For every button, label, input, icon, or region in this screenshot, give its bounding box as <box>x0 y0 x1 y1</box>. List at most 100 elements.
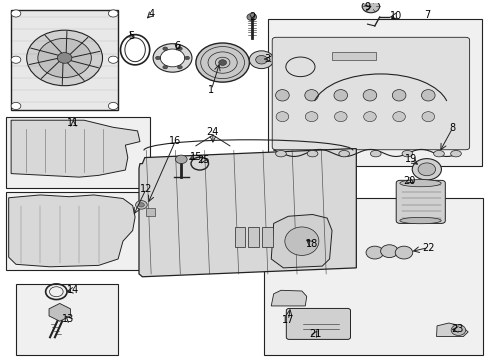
Ellipse shape <box>333 90 347 101</box>
Ellipse shape <box>399 217 440 224</box>
Polygon shape <box>139 149 356 277</box>
Text: 13: 13 <box>62 314 75 324</box>
Ellipse shape <box>399 180 440 187</box>
Text: 6: 6 <box>174 41 180 51</box>
Text: 15: 15 <box>189 152 202 162</box>
Text: 21: 21 <box>308 329 321 339</box>
Circle shape <box>450 325 465 336</box>
Circle shape <box>27 30 102 86</box>
Circle shape <box>163 66 167 69</box>
Ellipse shape <box>338 150 349 157</box>
FancyBboxPatch shape <box>272 37 468 150</box>
Ellipse shape <box>363 112 375 122</box>
Circle shape <box>163 47 167 50</box>
Circle shape <box>366 246 383 259</box>
Text: 24: 24 <box>206 127 219 136</box>
Circle shape <box>417 163 435 176</box>
Circle shape <box>177 47 182 50</box>
Circle shape <box>177 66 182 69</box>
Ellipse shape <box>370 150 380 157</box>
Circle shape <box>153 44 192 72</box>
Ellipse shape <box>305 112 317 122</box>
Ellipse shape <box>334 112 346 122</box>
Circle shape <box>138 203 144 207</box>
Circle shape <box>184 56 189 60</box>
Circle shape <box>218 60 226 66</box>
Text: 16: 16 <box>169 136 181 146</box>
Bar <box>6 117 149 188</box>
Bar <box>264 198 482 355</box>
Bar <box>267 19 481 166</box>
FancyBboxPatch shape <box>395 180 445 224</box>
Bar <box>145 208 154 216</box>
Circle shape <box>380 245 397 257</box>
Text: 14: 14 <box>67 285 80 295</box>
Text: 11: 11 <box>67 118 80 128</box>
Circle shape <box>57 53 72 63</box>
Ellipse shape <box>304 90 318 101</box>
Ellipse shape <box>276 112 288 122</box>
Polygon shape <box>9 195 135 267</box>
Text: 3: 3 <box>264 54 270 64</box>
Text: 10: 10 <box>389 11 402 21</box>
Bar <box>6 192 149 270</box>
Text: 1: 1 <box>208 85 214 95</box>
Text: 23: 23 <box>450 324 463 334</box>
Bar <box>248 227 259 247</box>
Text: 2: 2 <box>249 12 255 22</box>
Text: 20: 20 <box>403 176 415 186</box>
Polygon shape <box>271 290 306 306</box>
Text: 17: 17 <box>282 315 294 325</box>
Circle shape <box>160 49 184 67</box>
Ellipse shape <box>392 112 405 122</box>
Polygon shape <box>11 120 140 177</box>
Polygon shape <box>271 215 331 268</box>
Circle shape <box>411 159 441 180</box>
Ellipse shape <box>421 90 434 101</box>
Ellipse shape <box>275 90 288 101</box>
Circle shape <box>175 155 187 163</box>
Circle shape <box>255 55 267 64</box>
Circle shape <box>108 10 118 17</box>
Ellipse shape <box>306 150 317 157</box>
Bar <box>331 52 375 60</box>
FancyBboxPatch shape <box>286 309 350 339</box>
Ellipse shape <box>421 112 434 122</box>
Text: 12: 12 <box>140 184 152 194</box>
Circle shape <box>362 0 379 13</box>
Circle shape <box>135 201 147 209</box>
Text: 4: 4 <box>148 9 154 19</box>
Bar <box>234 227 245 247</box>
Ellipse shape <box>285 227 318 256</box>
Circle shape <box>249 51 273 69</box>
Text: 9: 9 <box>364 3 370 12</box>
Bar <box>262 227 272 247</box>
Ellipse shape <box>450 150 460 157</box>
Circle shape <box>11 102 21 109</box>
Ellipse shape <box>363 90 376 101</box>
Circle shape <box>11 56 21 63</box>
Ellipse shape <box>391 90 405 101</box>
Circle shape <box>196 43 249 82</box>
Circle shape <box>11 10 21 17</box>
Text: 22: 22 <box>421 243 434 253</box>
Polygon shape <box>49 303 70 321</box>
Polygon shape <box>436 323 467 337</box>
Text: 18: 18 <box>305 239 317 249</box>
Text: 8: 8 <box>448 123 455 133</box>
Text: 7: 7 <box>423 10 429 20</box>
Polygon shape <box>11 10 118 109</box>
Ellipse shape <box>401 150 412 157</box>
Circle shape <box>394 246 412 259</box>
Circle shape <box>38 39 91 77</box>
Text: 25: 25 <box>197 155 209 165</box>
Circle shape <box>108 56 118 63</box>
Text: 5: 5 <box>128 31 135 41</box>
Ellipse shape <box>275 150 286 157</box>
Text: 19: 19 <box>404 154 416 165</box>
Circle shape <box>108 102 118 109</box>
Bar <box>16 284 118 355</box>
Circle shape <box>155 56 160 60</box>
Circle shape <box>246 13 256 21</box>
Ellipse shape <box>433 150 444 157</box>
